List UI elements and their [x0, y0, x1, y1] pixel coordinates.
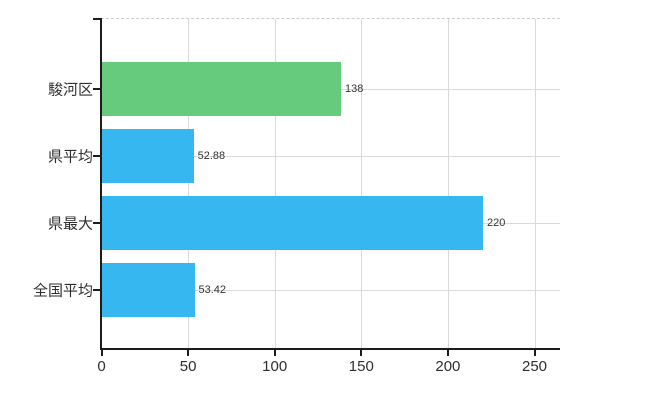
y-axis-tick	[93, 221, 100, 224]
category-label: 県平均	[47, 148, 93, 165]
value-label: 138	[345, 82, 364, 95]
value-label: 52.88	[197, 149, 226, 162]
value-label: 53.42	[198, 283, 227, 296]
x-tick-label: 100	[262, 358, 288, 375]
y-axis-tick	[93, 288, 100, 291]
x-tick-label: 200	[435, 358, 461, 375]
x-tick-label: 50	[179, 358, 197, 375]
bar-県平均	[102, 128, 194, 183]
x-axis-tick	[187, 350, 190, 356]
y-axis-line	[100, 18, 102, 350]
x-gridline	[361, 19, 363, 348]
y-axis-top-cap	[93, 18, 100, 20]
value-label: 220	[487, 216, 506, 229]
bar-駿河区	[102, 61, 342, 116]
x-tick-label: 0	[97, 358, 106, 375]
x-gridline	[447, 19, 449, 348]
y-gridline	[102, 155, 560, 157]
x-gridline	[274, 19, 276, 348]
x-gridline	[534, 19, 536, 348]
x-tick-label: 250	[521, 358, 548, 375]
plot-top-border	[101, 18, 560, 19]
category-label: 駿河区	[47, 81, 93, 98]
x-axis-line	[100, 348, 560, 350]
y-axis-tick	[93, 87, 100, 90]
category-label: 全国平均	[32, 282, 93, 299]
x-gridline	[188, 19, 190, 348]
x-axis-tick	[446, 350, 449, 356]
category-label: 県最大	[47, 215, 93, 232]
x-axis-tick	[273, 350, 276, 356]
bar-全国平均	[102, 262, 195, 317]
x-axis-tick	[100, 350, 103, 356]
x-axis-tick	[360, 350, 363, 356]
x-axis-tick	[533, 350, 536, 356]
y-gridline	[102, 289, 560, 291]
bar-県最大	[102, 195, 484, 250]
y-axis-tick	[93, 154, 100, 157]
x-tick-label: 150	[348, 358, 374, 375]
